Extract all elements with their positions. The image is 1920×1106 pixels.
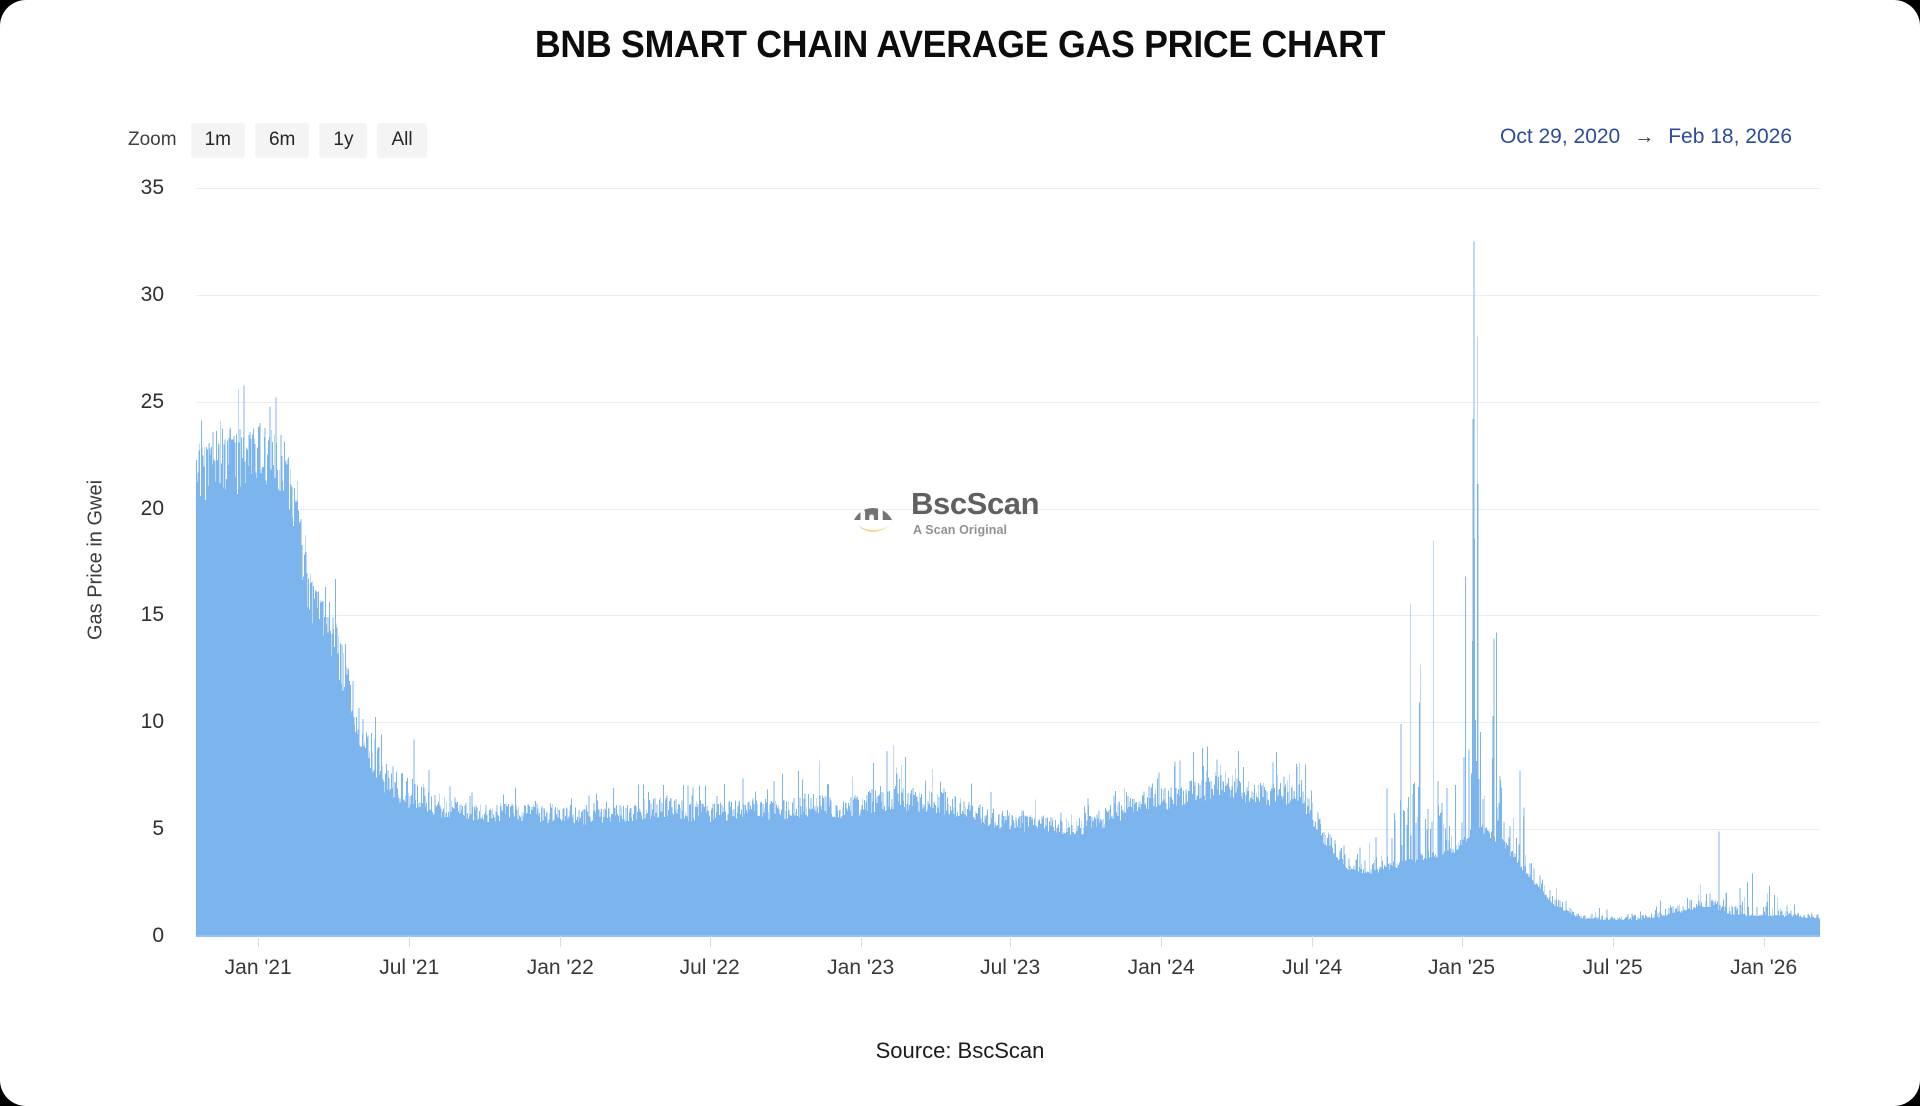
range-button-6m[interactable]: 6m xyxy=(254,123,310,158)
gridline xyxy=(196,508,1820,510)
x-axis-line xyxy=(196,935,1820,937)
range-button-1y[interactable]: 1y xyxy=(319,123,368,158)
y-axis-tick-label: 25 xyxy=(140,389,164,413)
y-axis-tick-label: 35 xyxy=(140,176,164,199)
x-axis-tick-label: Jan '21 xyxy=(224,956,292,979)
y-axis-tick-label: 10 xyxy=(140,710,164,734)
y-axis-tick-label: 20 xyxy=(140,496,164,520)
y-axis-tick-label: 15 xyxy=(140,603,164,627)
y-axis-tick-label: 0 xyxy=(152,924,164,947)
x-axis-tick-mark xyxy=(709,936,711,947)
zoom-label: Zoom xyxy=(128,129,177,151)
x-axis-tick-mark xyxy=(1010,936,1012,947)
date-range-end[interactable]: Feb 18, 2026 xyxy=(1668,125,1792,148)
zoom-toolbar: Zoom 1m 6m 1y All xyxy=(128,123,427,158)
gridline xyxy=(196,401,1820,403)
x-axis-tick-mark xyxy=(560,936,562,947)
y-axis-title: Gas Price in Gwei xyxy=(84,479,107,641)
page-title: BNB SMART CHAIN AVERAGE GAS PRICE CHART xyxy=(534,24,1386,66)
gridline xyxy=(196,188,1820,189)
range-button-1m[interactable]: 1m xyxy=(190,123,245,158)
x-axis-tick-mark xyxy=(258,936,260,947)
gridline xyxy=(196,615,1820,617)
x-axis-tick-mark xyxy=(1461,936,1463,947)
x-axis-tick-mark xyxy=(1161,936,1163,947)
x-axis-tick-mark xyxy=(860,936,862,947)
bar-path xyxy=(196,241,1820,936)
x-axis-tick-label: Jul '21 xyxy=(379,956,440,979)
x-axis-tick-label: Jan '22 xyxy=(526,956,594,979)
x-axis-tick-label: Jul '25 xyxy=(1582,956,1643,979)
x-axis-tick-label: Jan '24 xyxy=(1127,956,1195,979)
date-range: Oct 29, 2020 → Feb 18, 2026 xyxy=(1500,125,1792,149)
source-note: Source: BscScan xyxy=(875,1038,1045,1063)
x-axis-tick-label: Jul '24 xyxy=(1282,956,1343,979)
y-axis-tick-label: 5 xyxy=(152,817,164,841)
x-axis-tick-mark xyxy=(1763,936,1765,947)
gridline xyxy=(196,294,1820,296)
y-axis-tick-label: 30 xyxy=(140,282,164,306)
range-button-all[interactable]: All xyxy=(377,123,427,158)
x-axis-tick-label: Jul '23 xyxy=(980,956,1041,979)
gridline xyxy=(196,722,1820,724)
x-axis-tick-label: Jan '23 xyxy=(827,956,895,979)
arrow-right-icon: → xyxy=(1634,125,1655,148)
x-axis-tick-mark xyxy=(409,936,411,947)
bar-series xyxy=(196,241,1820,936)
x-axis-tick-label: Jul '22 xyxy=(679,956,740,979)
x-axis-tick-label: Jan '25 xyxy=(1428,956,1496,979)
date-range-start[interactable]: Oct 29, 2020 xyxy=(1499,125,1621,148)
x-axis-tick-mark xyxy=(1312,936,1314,947)
x-axis-tick-mark xyxy=(1612,936,1614,947)
x-axis-tick-label: Jan '26 xyxy=(1730,956,1798,979)
